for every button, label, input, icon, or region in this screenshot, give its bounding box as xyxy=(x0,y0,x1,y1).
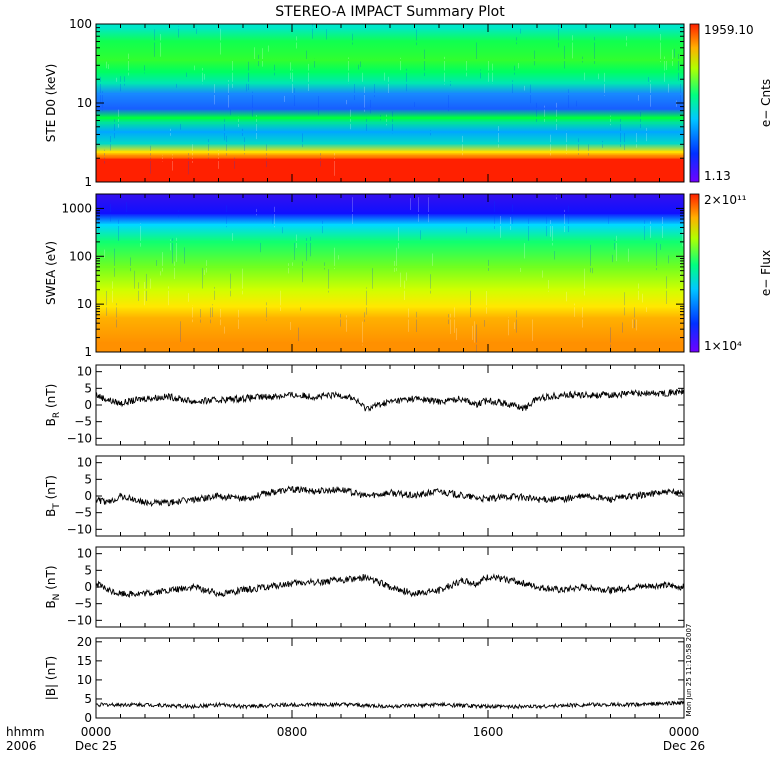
panel-1: 1 10 100 STE D0 (keV) 1959.10 1.13 e− Cnts xyxy=(44,17,773,189)
x-tick-date-label: Dec 26 xyxy=(663,739,705,753)
y-tick-label: 0 xyxy=(84,489,92,503)
y-tick-label: −10 xyxy=(67,613,92,627)
x-row-label-time: hhmm xyxy=(6,725,45,739)
y-tick-label: −5 xyxy=(74,415,92,429)
colorbar xyxy=(689,193,700,353)
heat-band-4 xyxy=(96,142,684,145)
x-row-label-year: 2006 xyxy=(6,739,37,753)
y-tick-label: 5 xyxy=(84,381,92,395)
y-tick-label: −10 xyxy=(67,522,92,536)
heat-band-4 xyxy=(96,288,684,291)
heat-band-5 xyxy=(96,265,684,268)
heat-band-1 xyxy=(96,342,684,345)
colorbar-max-label: 2×10¹¹ xyxy=(704,193,747,207)
colorbar-min-label: 1×10⁴ xyxy=(704,339,742,353)
y-tick-label: 0 xyxy=(84,580,92,594)
panel-frame xyxy=(95,364,685,446)
y-tick-label: 1 xyxy=(84,345,92,359)
panel-4: −10 −5 0 5 10 BT (nT) xyxy=(44,455,685,537)
heat-band-7 xyxy=(96,224,684,226)
y-tick-label: 1000 xyxy=(61,201,92,215)
x-tick-time-label: 0000 xyxy=(669,725,700,739)
y-tick-label: 0 xyxy=(84,398,92,412)
heat-band-12 xyxy=(96,59,684,61)
timestamp-stamp: Mon Jun 25 11:10:58 2007 xyxy=(685,624,693,717)
y-tick-label: 0 xyxy=(84,711,92,725)
heat-band-3 xyxy=(96,305,684,308)
chart-title: STEREO-A IMPACT Summary Plot xyxy=(275,4,505,20)
y-tick-label: 100 xyxy=(69,17,92,31)
x-tick-time-label: 0800 xyxy=(277,725,308,739)
heat-band-6 xyxy=(96,121,684,124)
heat-band-3 xyxy=(96,151,684,153)
colorbar-max-label: 1959.10 xyxy=(704,23,754,37)
y-tick-label: 5 xyxy=(84,563,92,577)
panel-3: −10 −5 0 5 10 BR (nT) xyxy=(44,364,685,446)
panel-5: −10 −5 0 5 10 BN (nT) xyxy=(44,546,685,628)
y-tick-label: 1 xyxy=(84,175,92,189)
heat-band-8 xyxy=(96,107,684,110)
y-tick-label: 10 xyxy=(77,673,92,687)
heat-band-5 xyxy=(96,131,684,133)
series-line xyxy=(95,485,685,507)
heat-band-8 xyxy=(96,212,684,214)
x-tick-time-label: 1600 xyxy=(473,725,504,739)
y-axis-label: BT (nT) xyxy=(44,475,62,517)
y-tick-label: 10 xyxy=(77,547,92,561)
heat-band-6 xyxy=(96,240,684,243)
x-tick-date-label: Dec 25 xyxy=(75,739,117,753)
panel-frame xyxy=(95,455,685,537)
y-tick-label: 15 xyxy=(77,654,92,668)
colorbar-label: e− Cnts xyxy=(759,79,773,127)
y-tick-label: −10 xyxy=(67,431,92,445)
y-tick-label: 100 xyxy=(69,249,92,263)
series-line xyxy=(95,573,685,598)
heat-band-11 xyxy=(96,70,684,73)
y-tick-label: −5 xyxy=(74,506,92,520)
series-line xyxy=(95,700,685,710)
y-axis-label: SWEA (eV) xyxy=(44,241,58,305)
heat-band-1 xyxy=(96,159,684,161)
y-tick-label: 10 xyxy=(77,365,92,379)
y-tick-label: 10 xyxy=(77,297,92,311)
y-axis-label: STE D0 (keV) xyxy=(44,64,58,143)
x-tick-time-label: 0000 xyxy=(81,725,112,739)
colorbar xyxy=(689,23,700,183)
heat-band-10 xyxy=(96,81,684,84)
heat-band-2 xyxy=(96,317,684,320)
y-axis-label: BN (nT) xyxy=(44,565,62,608)
y-axis-label: |B| (nT) xyxy=(44,656,58,700)
y-tick-label: −5 xyxy=(74,597,92,611)
series-line xyxy=(95,388,685,412)
y-axis-label: BR (nT) xyxy=(44,384,62,427)
heat-band-2 xyxy=(96,155,684,158)
y-tick-label: 5 xyxy=(84,692,92,706)
panel-6: 0 5 10 15 20 |B| (nT) xyxy=(44,635,685,725)
y-tick-label: 5 xyxy=(84,472,92,486)
panel-2: 1 10 100 1000 SWEA (eV) 2×10¹¹ 1×10⁴ e− Flux xyxy=(44,193,773,359)
heat-band-9 xyxy=(96,93,684,95)
heatmap-field xyxy=(96,194,684,352)
colorbar-min-label: 1.13 xyxy=(704,169,731,183)
y-tick-label: 20 xyxy=(77,635,92,649)
heatmap-field xyxy=(96,24,684,182)
y-tick-label: 10 xyxy=(77,456,92,470)
colorbar-label: e− Flux xyxy=(759,250,773,296)
heat-band-13 xyxy=(96,40,684,43)
heat-band-7 xyxy=(96,116,684,119)
y-tick-label: 10 xyxy=(77,96,92,110)
